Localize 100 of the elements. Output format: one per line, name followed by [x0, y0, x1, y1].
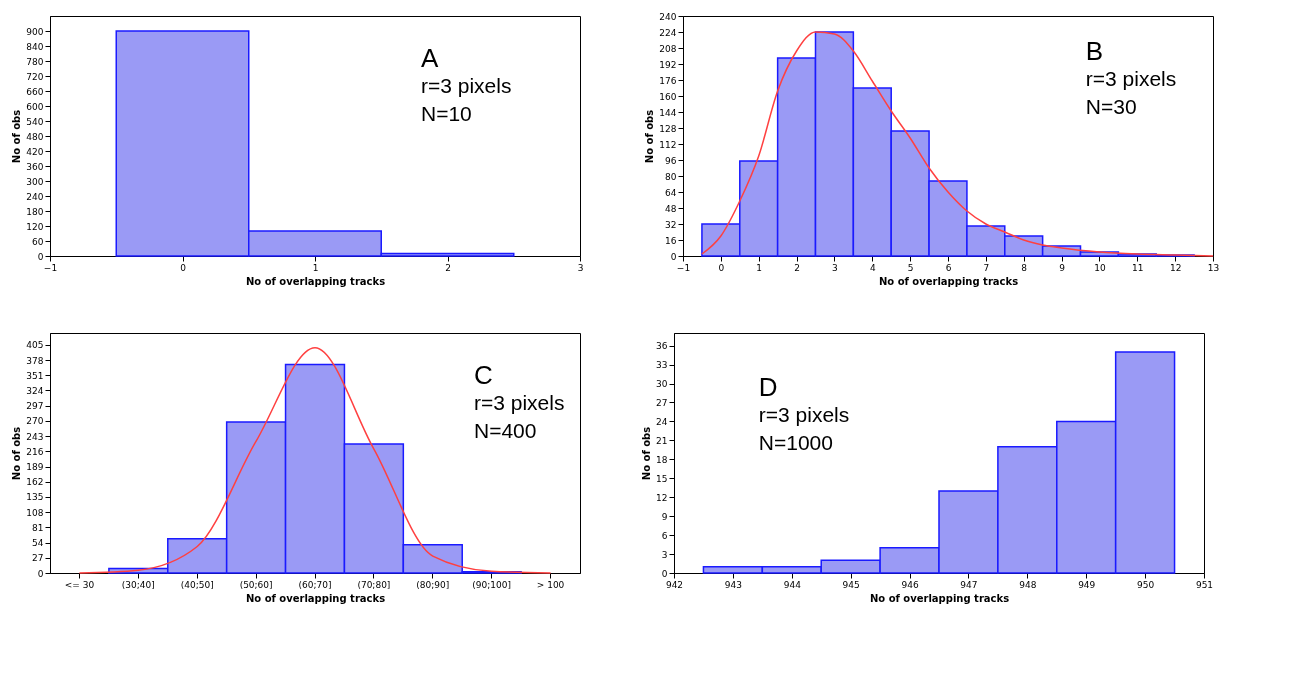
x-tick-label: 5	[907, 262, 914, 273]
y-tick-label: 81	[32, 522, 44, 533]
y-tick-label: 405	[26, 340, 44, 351]
y-tick-label: 243	[26, 431, 44, 442]
x-tick-label: 0	[180, 262, 187, 273]
x-tick-label: (60;70]	[298, 579, 332, 590]
x-tick-label: 1	[756, 262, 763, 273]
x-axis-title: No of overlapping tracks	[869, 592, 1010, 604]
x-tick-label: −1	[676, 262, 691, 273]
annotation: C	[474, 360, 493, 390]
y-tick-label: 135	[26, 492, 44, 503]
x-tick-label: (90;100]	[472, 579, 512, 590]
x-tick-label: 2	[794, 262, 800, 273]
x-tick-label: 4	[869, 262, 876, 273]
x-tick-label: 950	[1137, 579, 1155, 590]
x-tick-label: 10	[1094, 262, 1106, 273]
x-tick-label: (70;80]	[357, 579, 391, 590]
y-tick-label: 240	[659, 11, 677, 22]
y-tick-label: 60	[32, 236, 44, 247]
x-tick-label: −1	[43, 262, 58, 273]
y-tick-label: 33	[656, 360, 668, 371]
annotation: N=30	[1085, 94, 1137, 118]
x-tick-label: 8	[1021, 262, 1028, 273]
x-tick-label: 1	[312, 262, 319, 273]
x-tick-label: 945	[842, 579, 860, 590]
y-axis-title: No of obs	[641, 426, 653, 481]
annotation: B	[1085, 35, 1104, 66]
y-tick-label: 30	[656, 379, 668, 390]
x-tick-label: 2	[445, 262, 451, 273]
annotation: D	[758, 372, 778, 402]
x-tick-label: 9	[1059, 262, 1066, 273]
y-tick-label: 176	[659, 75, 677, 86]
y-tick-label: 96	[665, 155, 677, 166]
x-tick-label: 7	[983, 262, 990, 273]
annotation: A	[421, 43, 439, 73]
x-tick-label: 948	[1019, 579, 1037, 590]
y-tick-label: 240	[26, 191, 44, 202]
annotation: r=3 pixels	[1085, 66, 1177, 90]
y-tick-label: 32	[665, 219, 677, 230]
y-axis-title: No of obs	[11, 109, 23, 164]
x-tick-label: 6	[945, 262, 952, 273]
y-tick-label: 27	[32, 553, 44, 564]
y-tick-label: 27	[656, 397, 668, 408]
y-tick-label: 80	[665, 171, 677, 182]
y-tick-label: 300	[26, 176, 44, 187]
y-tick-label: 189	[26, 462, 44, 473]
x-axis-title: No of overlapping tracks	[245, 592, 386, 604]
x-tick-label: 947	[960, 579, 978, 590]
y-tick-label: 36	[656, 341, 668, 352]
x-tick-label: 0	[718, 262, 725, 273]
y-tick-label: 324	[26, 385, 44, 396]
y-tick-label: 180	[26, 206, 44, 217]
y-tick-label: 15	[656, 473, 668, 484]
annotation: r=3 pixels	[758, 403, 850, 426]
y-tick-label: 208	[659, 43, 677, 54]
x-axis-title: No of overlapping tracks	[878, 275, 1019, 287]
y-tick-label: 270	[26, 416, 44, 427]
y-tick-label: 0	[661, 568, 668, 579]
x-tick-label: 3	[832, 262, 838, 273]
y-tick-label: 6	[661, 530, 668, 541]
y-tick-label: 0	[670, 251, 677, 262]
x-tick-label: 944	[783, 579, 802, 590]
y-tick-label: 297	[26, 401, 44, 412]
y-tick-label: 420	[26, 146, 44, 157]
y-tick-label: 120	[26, 221, 44, 232]
y-tick-label: 900	[26, 26, 44, 37]
x-tick-label: 11	[1132, 262, 1144, 273]
y-tick-label: 0	[37, 568, 44, 579]
x-axis-title: No of overlapping tracks	[245, 275, 386, 287]
y-tick-label: 540	[26, 116, 44, 127]
x-tick-label: (80;90]	[416, 579, 450, 590]
x-tick-label: 943	[724, 579, 742, 590]
y-tick-label: 0	[37, 251, 44, 262]
x-tick-label: 942	[665, 579, 684, 590]
annotation: N=1000	[758, 431, 833, 454]
y-tick-label: 224	[659, 27, 677, 38]
y-tick-label: 144	[659, 107, 677, 118]
x-tick-label: 951	[1195, 579, 1214, 590]
y-tick-label: 351	[26, 370, 44, 381]
y-tick-label: 360	[26, 161, 44, 172]
annotation: N=10	[421, 102, 472, 125]
y-tick-label: 192	[659, 59, 677, 70]
y-tick-label: 162	[26, 477, 44, 488]
y-tick-label: 24	[656, 416, 668, 427]
y-tick-label: 18	[656, 454, 668, 465]
y-tick-label: 112	[659, 139, 677, 150]
annotation: N=400	[474, 419, 537, 442]
y-axis-title: No of obs	[11, 426, 23, 481]
y-tick-label: 9	[661, 511, 668, 522]
x-tick-label: 12	[1169, 262, 1182, 273]
y-tick-label: 108	[26, 507, 44, 518]
x-tick-label: 949	[1078, 579, 1096, 590]
x-tick-label: 946	[901, 579, 919, 590]
y-tick-label: 54	[32, 538, 44, 549]
y-tick-label: 48	[665, 203, 677, 214]
annotation: r=3 pixels	[421, 74, 512, 97]
y-tick-label: 780	[26, 56, 44, 67]
x-tick-label: (50;60]	[239, 579, 273, 590]
x-tick-label: 13	[1207, 262, 1220, 273]
y-tick-label: 21	[656, 435, 668, 446]
